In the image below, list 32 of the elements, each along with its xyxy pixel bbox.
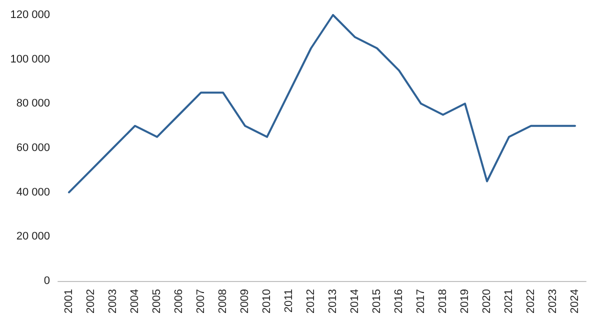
x-tick-label: 2004 — [129, 289, 141, 314]
y-tick-label: 40 000 — [16, 186, 50, 198]
x-tick-label: 2016 — [393, 289, 405, 314]
x-tick-label: 2007 — [195, 289, 207, 314]
y-tick-label: 60 000 — [16, 142, 50, 154]
x-tick-label: 2019 — [459, 289, 471, 314]
x-tick-label: 2020 — [481, 289, 493, 314]
x-tick-label: 2017 — [415, 289, 427, 314]
x-tick-label: 2021 — [503, 289, 515, 314]
x-tick-label: 2014 — [349, 289, 361, 314]
y-tick-label: 0 — [44, 275, 50, 287]
x-tick-label: 2008 — [217, 289, 229, 314]
x-tick-label: 2010 — [261, 289, 273, 314]
x-tick-label: 2001 — [63, 289, 75, 314]
x-tick-label: 2018 — [437, 289, 449, 314]
y-tick-label: 80 000 — [16, 98, 50, 110]
x-tick-label: 2023 — [547, 289, 559, 314]
x-tick-label: 2003 — [107, 289, 119, 314]
x-tick-label: 2006 — [173, 289, 185, 314]
x-tick-label: 2011 — [283, 289, 295, 313]
y-tick-label: 100 000 — [10, 53, 50, 66]
line-series — [68, 14, 576, 194]
x-tick-label: 2002 — [85, 289, 97, 314]
x-tick-label: 2024 — [569, 289, 581, 314]
x-tick-label: 2022 — [525, 289, 537, 314]
x-tick-label: 2009 — [239, 289, 251, 314]
y-tick-label: 120 000 — [10, 9, 50, 21]
x-tick-label: 2015 — [371, 289, 383, 314]
x-tick-label: 2005 — [151, 289, 163, 314]
x-tick-label: 2012 — [305, 289, 317, 314]
y-tick-label: 20 000 — [16, 230, 50, 243]
x-tick-label: 2013 — [327, 289, 339, 314]
